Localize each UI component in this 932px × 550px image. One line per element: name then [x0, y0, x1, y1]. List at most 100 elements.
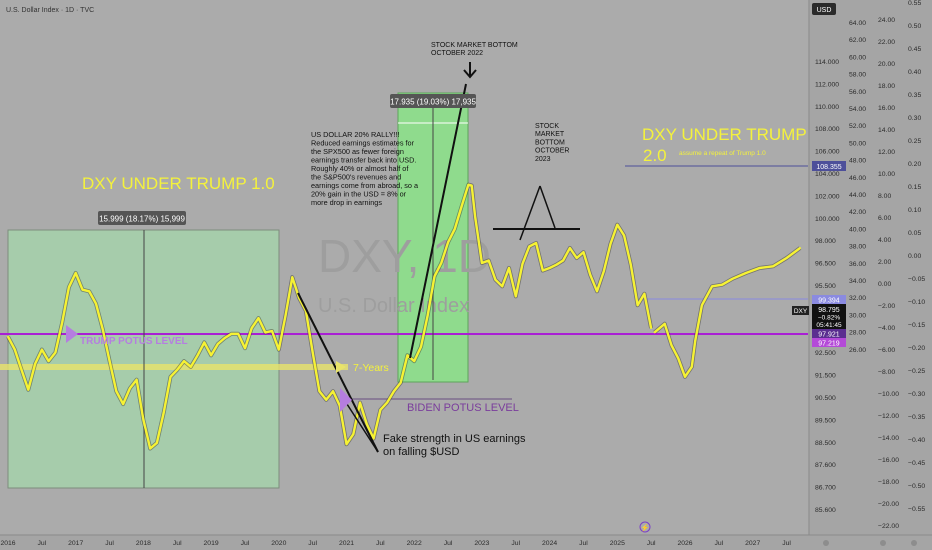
rally-text-line: Reduced earnings estimates for: [311, 139, 415, 148]
x-tick-label: Jul: [714, 540, 723, 547]
tag-108: 108.355: [816, 164, 841, 171]
x-tick-label: Jul: [444, 540, 453, 547]
tick-label: 24.00: [878, 17, 895, 24]
data-point: [541, 269, 544, 272]
data-point: [745, 272, 747, 274]
data-point: [61, 321, 64, 324]
tick-label: 20.00: [878, 61, 895, 68]
ratio-axis[interactable]: 0.55 0.50 0.45 0.40 0.35 0.30 0.25 0.20 0.15 0.10…: [908, 0, 925, 513]
series-line-1[interactable]: [653, 247, 801, 378]
data-point: [47, 360, 50, 362]
data-point: [521, 262, 524, 265]
lightning-icon[interactable]: [639, 521, 651, 533]
data-point: [149, 447, 152, 450]
settings-dot-3[interactable]: [911, 540, 917, 546]
data-point: [365, 423, 368, 425]
x-tick-label: 2025: [610, 540, 625, 547]
data-point: [352, 433, 355, 436]
tick-label: 48.00: [849, 158, 866, 165]
data-point: [650, 327, 652, 329]
fake-strength-line1: Fake strength in US earnings: [383, 433, 526, 445]
data-point: [420, 345, 422, 348]
tick-label: −0.10: [908, 299, 925, 306]
trump2-note: assume a repeat of Trump 1.0: [679, 150, 766, 157]
stock-bottom-2023-line: 2023: [535, 156, 551, 163]
tick-label: 87.600: [815, 462, 836, 469]
tick-label: 34.00: [849, 278, 866, 285]
x-tick-label: Jul: [37, 540, 46, 547]
data-point: [250, 327, 253, 329]
seven-years-marker: [336, 361, 346, 373]
tick-label: −0.25: [908, 368, 925, 375]
x-tick-label: Jul: [241, 540, 250, 547]
series-layer[interactable]: [6, 182, 802, 451]
data-point: [244, 347, 246, 350]
tick-label: −22.00: [878, 523, 899, 530]
tick-label: 22.00: [878, 39, 895, 46]
data-point: [13, 348, 16, 351]
arrow-head-2022: [463, 69, 477, 79]
data-point: [548, 267, 551, 269]
tick-label: −0.20: [908, 345, 925, 352]
tick-label: −12.00: [878, 413, 899, 420]
data-point: [643, 292, 646, 295]
data-point: [460, 205, 463, 208]
tick-label: 112.000: [815, 81, 839, 88]
currency-badge[interactable]: [812, 3, 836, 15]
data-point: [271, 330, 273, 332]
time-axis[interactable]: 2016 Jul 2017 Jul 2018 Jul 2019 Jul 2020 Jul 2021 J…: [0, 540, 791, 547]
data-point: [413, 360, 416, 362]
data-point: [616, 223, 619, 226]
percent-axis[interactable]: 24.00 22.00 20.00 18.00 16.00 14.00 12.00 10.00…: [878, 17, 899, 530]
tick-label: 28.00: [849, 330, 866, 337]
settings-dot-1[interactable]: [823, 540, 829, 546]
tag-97219: 97.219: [818, 341, 840, 348]
x-tick-label: Jul: [308, 540, 317, 547]
tick-label: 0.00: [878, 281, 891, 288]
tick-label: −0.50: [908, 483, 925, 490]
watermark-symbol: DXY, 1D: [318, 230, 491, 282]
tick-label: 50.00: [849, 140, 866, 147]
tag-97921-bg: [812, 329, 846, 338]
data-point: [731, 277, 734, 280]
data-point: [487, 259, 490, 262]
data-point: [508, 267, 510, 269]
tick-label: 0.35: [908, 92, 921, 99]
data-point: [54, 351, 57, 354]
tick-label: 0.40: [908, 69, 921, 76]
trump-potus-marker: [66, 325, 78, 343]
fake-strength-line2: on falling $USD: [383, 446, 459, 458]
rally-trendline: [409, 83, 467, 359]
tick-label: 26.00: [849, 347, 866, 354]
data-point: [772, 265, 774, 268]
data-point: [129, 387, 131, 390]
data-point: [690, 365, 693, 368]
tag-108-bg: [812, 161, 846, 171]
tick-label: 90.500: [815, 395, 836, 402]
data-point: [27, 388, 30, 391]
seven-years-band[interactable]: [0, 364, 348, 370]
data-point: [81, 288, 84, 291]
x-tick-label: Jul: [173, 540, 182, 547]
tick-label: 85.600: [815, 507, 836, 514]
rally-text-line: the SPX500 as fewer foreign: [311, 147, 404, 156]
x-tick-label: 2026: [677, 540, 692, 547]
data-point: [514, 295, 517, 298]
rally-text-line: the S&P500's revenues and: [311, 173, 401, 182]
settings-dot-2[interactable]: [880, 540, 886, 546]
data-point: [684, 375, 686, 378]
data-point: [142, 418, 145, 421]
tick-label: 96.500: [815, 261, 836, 268]
tick-label: 12.00: [878, 149, 895, 156]
data-point: [332, 390, 334, 393]
rally-text-line: 20% gain in the USD = 8% or: [311, 190, 407, 199]
x-tick-label: 2023: [474, 540, 489, 547]
drop-trendline: [297, 292, 379, 453]
tick-label: 88.500: [815, 440, 836, 447]
data-point: [169, 375, 172, 378]
secondary-axis[interactable]: 64.00 62.00 60.00 58.00 56.00 54.00 52.00 50.00…: [849, 20, 866, 354]
time-axis-panel: [0, 535, 932, 550]
data-point: [291, 276, 294, 279]
measure-2022-label: 17.935 (19.03%) 17,935: [390, 98, 476, 107]
